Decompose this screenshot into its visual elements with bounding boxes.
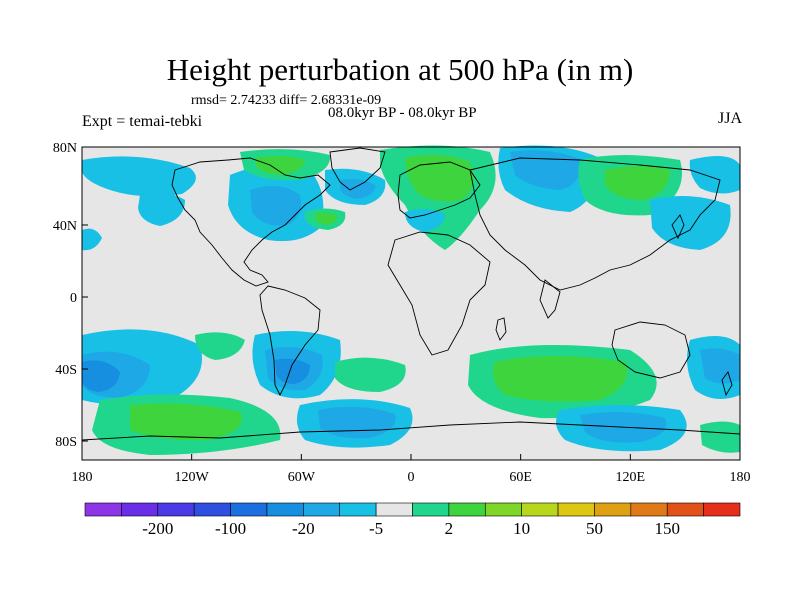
lon-label: 60E [509, 470, 532, 485]
season-label: JJA [717, 110, 742, 127]
contour-fills [82, 145, 740, 455]
colorbar-swatch [448, 502, 486, 517]
latitude-axis: 80N 40N 0 40S 80S [53, 141, 88, 450]
chart-title: Height perturbation at 500 hPa (in m) [166, 52, 634, 87]
colorbar-label: -200 [142, 519, 173, 538]
longitude-axis: 180 120W 60W 0 60E 120E 180 [72, 454, 751, 485]
period-text: 08.0kyr BP - 08.0kyr BP [328, 105, 477, 121]
colorbar-swatch [303, 502, 341, 517]
colorbar-swatch [121, 502, 159, 517]
lon-label: 180 [730, 470, 751, 485]
colorbar-swatch [521, 502, 559, 517]
colorbar-swatch [703, 502, 741, 517]
lat-label: 0 [70, 291, 77, 306]
lon-label: 0 [408, 470, 415, 485]
colorbar-label: -100 [215, 519, 246, 538]
lat-label: 80S [55, 435, 77, 450]
colorbar-label: 150 [654, 519, 680, 538]
colorbar-swatch [412, 502, 450, 517]
colorbar-label: -5 [369, 519, 383, 538]
colorbar-swatch [630, 502, 668, 517]
colorbar-label: -20 [292, 519, 315, 538]
colorbar: -200 -100 -20 -5 2 10 50 150 [84, 502, 741, 538]
colorbar-swatch [484, 502, 522, 517]
lat-label: 40S [55, 363, 77, 378]
colorbar-swatch [339, 502, 377, 517]
colorbar-label: 2 [445, 519, 454, 538]
lat-label: 40N [53, 219, 77, 234]
colorbar-swatch [193, 502, 231, 517]
map-panel [81, 145, 741, 461]
lon-label: 120E [616, 470, 646, 485]
lat-label: 80N [53, 141, 77, 156]
lon-label: 60W [288, 470, 316, 485]
colorbar-swatch [230, 502, 268, 517]
lon-label: 180 [72, 470, 93, 485]
colorbar-label: 10 [513, 519, 530, 538]
colorbar-swatch [594, 502, 632, 517]
colorbar-label: 50 [586, 519, 603, 538]
colorbar-swatch [666, 502, 704, 517]
lon-label: 120W [175, 470, 210, 485]
colorbar-swatch [84, 502, 122, 517]
colorbar-swatch [157, 502, 195, 517]
colorbar-swatch [557, 502, 595, 517]
colorbar-swatch [375, 502, 413, 517]
coastlines [81, 147, 741, 441]
stats-text: rmsd= 2.74233 diff= 2.68331e-09 [191, 93, 382, 108]
experiment-label: Expt = temai-tebki [82, 113, 203, 130]
colorbar-swatch [266, 502, 304, 517]
